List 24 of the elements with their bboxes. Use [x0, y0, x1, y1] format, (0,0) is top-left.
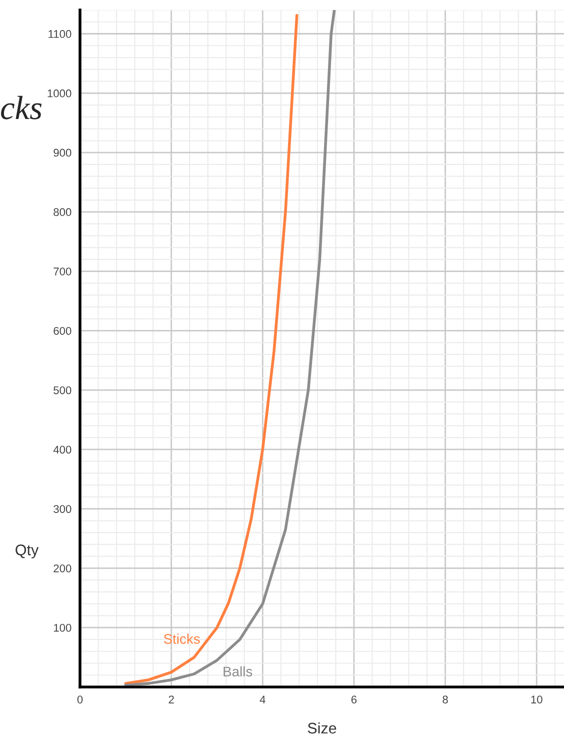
x-tick-label: 2 [168, 696, 174, 704]
y-tick-label: 1100 [48, 30, 72, 38]
y-tick-label: 200 [54, 564, 72, 572]
y-tick-label: 500 [54, 386, 72, 394]
x-tick-label: 0 [77, 696, 83, 704]
y-tick-label: 1000 [48, 89, 72, 98]
y-tick-label: 900 [54, 148, 72, 157]
y-tick-label: 800 [54, 208, 72, 216]
x-tick-label: 4 [260, 696, 266, 704]
y-axis-title: Qty [16, 544, 39, 558]
y-tick-label: 400 [53, 446, 72, 454]
series-label: Balls [224, 666, 252, 677]
series-label: Sticks [164, 634, 200, 644]
x-axis-title: Size [308, 722, 336, 734]
text: cks [1, 96, 42, 120]
y-tick-label: 600 [54, 326, 72, 335]
y-tick-label: 700 [54, 268, 72, 276]
line-series [124, 10, 336, 687]
y-tick-label: 100 [54, 624, 72, 632]
x-tick-label: 6 [351, 696, 357, 704]
y-tick-label: 300 [54, 505, 72, 513]
x-tick-label: 10 [531, 696, 542, 704]
line-series [124, 14, 298, 685]
x-tick-label: 8 [442, 696, 448, 704]
